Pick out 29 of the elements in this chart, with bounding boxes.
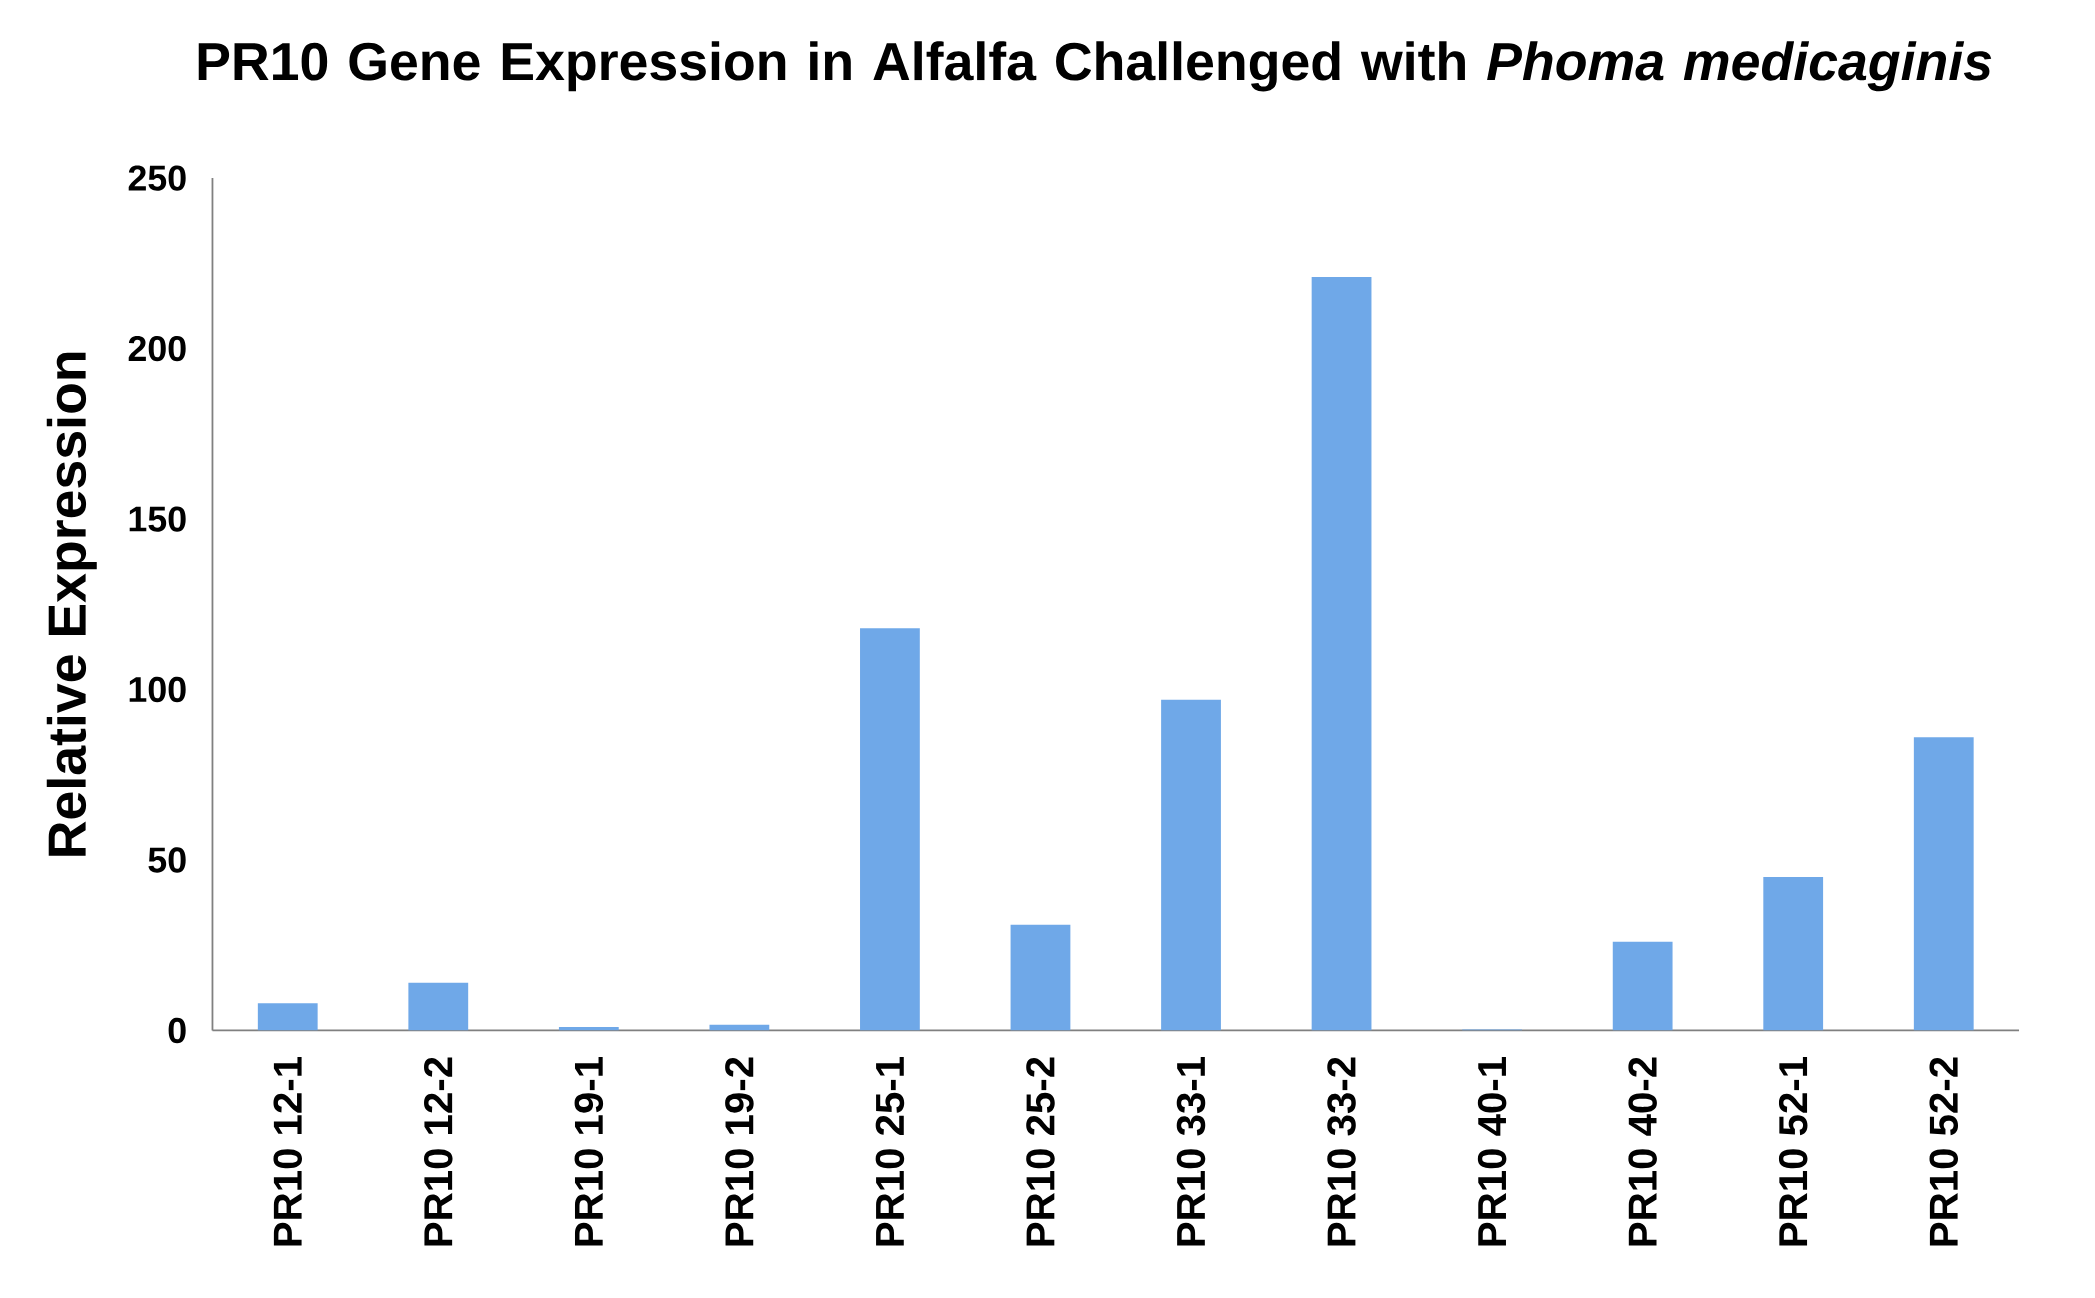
y-tick-label: 50 — [148, 847, 186, 873]
bar — [1612, 942, 1673, 1031]
x-tick-label: PR10 33-1 — [1176, 1057, 1206, 1246]
bar — [257, 1003, 318, 1031]
x-tick-label: PR10 52-1 — [1778, 1057, 1808, 1246]
bar — [408, 982, 469, 1031]
x-tick-label: PR10 25-2 — [1026, 1057, 1055, 1246]
x-tick-label: PR10 12-1 — [273, 1057, 303, 1246]
x-tick-label: PR10 19-1 — [574, 1057, 604, 1246]
y-tick-label: 150 — [129, 506, 186, 532]
bar — [1913, 737, 1974, 1031]
y-tick-label: 200 — [128, 336, 186, 362]
bar — [1161, 699, 1221, 1031]
y-tick-label: 250 — [128, 165, 186, 191]
x-tick-label: PR10 12-2 — [424, 1057, 453, 1246]
x-tick-label: PR10 52-2 — [1929, 1057, 1959, 1246]
x-tick-label: PR10 40-2 — [1628, 1057, 1657, 1246]
y-axis-title: Relative Expression — [46, 352, 97, 856]
x-tick-label: PR10 19-2 — [725, 1057, 754, 1246]
x-tick-label: PR10 25-1 — [875, 1057, 905, 1246]
bar — [860, 628, 920, 1031]
bar — [1763, 877, 1824, 1031]
x-tick-label: PR10 40-1 — [1477, 1057, 1507, 1246]
chart-title: PR10 Gene Expression in Alfalfa Challenged with Phoma medicaginis — [198, 41, 1992, 92]
y-tick-label: 100 — [129, 677, 186, 703]
bar — [1311, 277, 1372, 1031]
bar — [1010, 924, 1071, 1031]
x-tick-label: PR10 33-2 — [1327, 1057, 1356, 1246]
y-tick-label: 0 — [168, 1018, 186, 1044]
